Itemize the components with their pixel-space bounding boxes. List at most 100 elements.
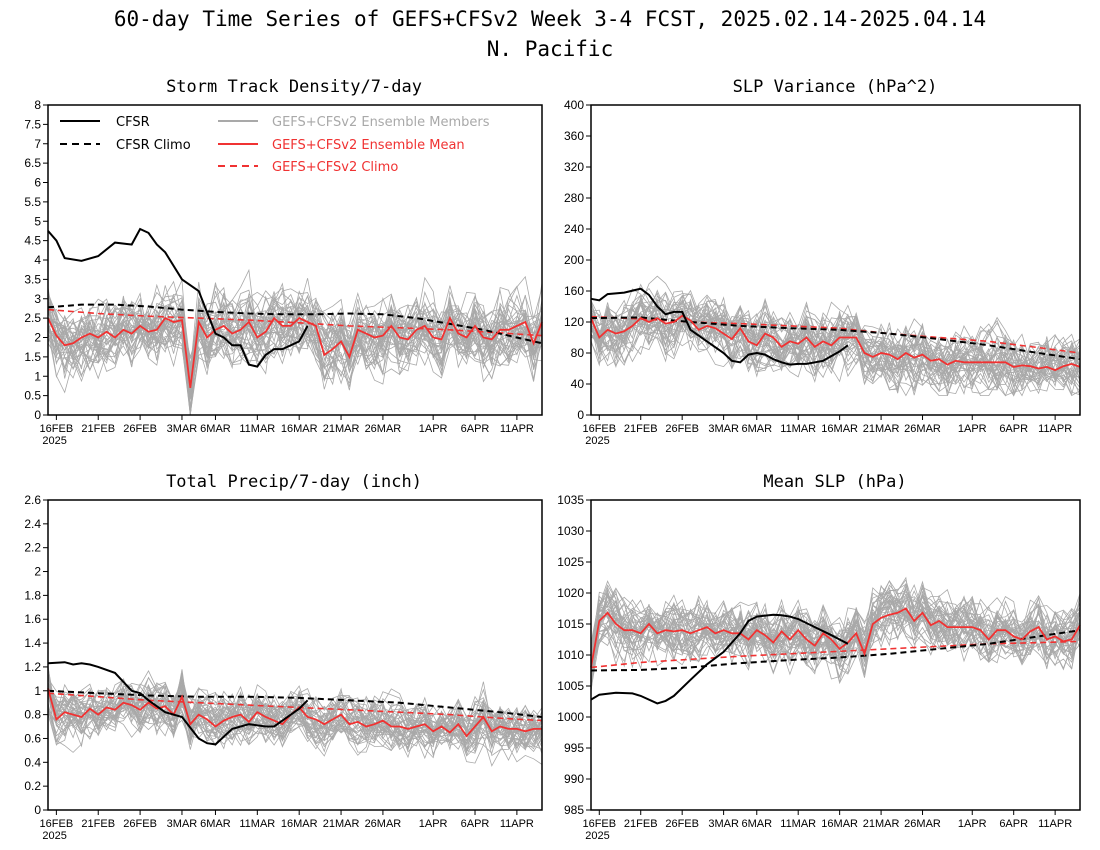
y-tick-label: 1.6 [24, 612, 41, 626]
y-tick-label: 3 [34, 292, 41, 306]
ensemble-member-line [47, 297, 543, 416]
ensemble-member-line [47, 291, 543, 393]
cfsr-climo-line [47, 689, 543, 718]
x-tick-label: 16MAR [281, 818, 318, 830]
x-tick-label: 11MAR [780, 423, 816, 435]
panel-storm-track-density: Storm Track Density/7-day 0 0.5 1 1.5 2 2.5 3 3… [24, 77, 543, 447]
y-tick-label: 1010 [557, 648, 584, 662]
y-tick-label: 160 [564, 284, 584, 298]
y-tick-label: 0.2 [24, 779, 41, 793]
ensemble-member-line [590, 594, 1081, 670]
x-tick-label: 26FEB [123, 423, 157, 435]
y-tick-label: 0.4 [24, 755, 41, 769]
y-tick-label: 6 [34, 176, 41, 190]
x-tick-label: 16FEB [582, 818, 616, 830]
y-tick-label: 80 [571, 346, 585, 360]
y-tick-label: 2.4 [24, 517, 41, 531]
x-tick-label: 26FEB [665, 423, 699, 435]
year-label: 2025 [585, 830, 609, 842]
y-tick-label: 1035 [557, 493, 584, 507]
y-tick-label: 1.5 [24, 350, 41, 364]
y-tick-label: 0.8 [24, 708, 41, 722]
y-tick-label: 360 [564, 129, 584, 143]
cfsr-line [590, 287, 849, 366]
x-tick-label: 26MAR [365, 818, 402, 830]
y-tick-label: 985 [564, 803, 584, 817]
x-tick-label: 26FEB [123, 818, 157, 830]
y-tick-label: 0.5 [24, 389, 41, 403]
x-tick-label: 16FEB [40, 818, 74, 830]
x-tick-label: 6MAR [741, 423, 772, 435]
x-tick-label: 6MAR [200, 818, 231, 830]
ensemble-member-line [590, 301, 1081, 392]
x-tick-label: 6APR [999, 423, 1028, 435]
panel-title: Storm Track Density/7-day [166, 77, 422, 97]
legend-label-cfsr: CFSR [116, 115, 150, 130]
x-tick-label: 3MAR [708, 818, 739, 830]
cfsr-line [590, 613, 849, 705]
y-tick-label: 6.5 [24, 156, 41, 170]
year-label: 2025 [585, 435, 609, 447]
cfsr-climo-line [47, 303, 543, 345]
x-tick-label: 21MAR [863, 818, 900, 830]
ensemble-member-line [47, 675, 543, 747]
y-tick-label: 1005 [557, 679, 584, 693]
ensemble-climo-line [47, 308, 543, 337]
ensemble-mean-line [590, 607, 1081, 668]
panel-total-precip: Total Precip/7-day (inch) 0 0.2 0.4 0.6 0.8 1… [24, 472, 543, 842]
cfsr-line [47, 661, 309, 746]
ensemble-member-line [590, 313, 1081, 397]
x-tick-label: 6APR [461, 818, 490, 830]
y-tick-label: 1 [34, 369, 41, 383]
y-tick-label: 0 [577, 408, 584, 422]
x-tick-label: 21FEB [81, 818, 115, 830]
x-tick-label: 21MAR [323, 818, 360, 830]
year-label: 2025 [42, 830, 66, 842]
x-tick-label: 16MAR [281, 423, 318, 435]
legend: CFSR CFSR Climo GEFS+CFSv2 Ensemble Memb… [60, 115, 490, 175]
x-tick-label: 3MAR [167, 818, 198, 830]
x-tick-label: 3MAR [167, 423, 198, 435]
y-tick-label: 1 [34, 684, 41, 698]
y-tick-label: 2.2 [24, 541, 41, 555]
y-tick-label: 1030 [557, 524, 584, 538]
ensemble-member-line [590, 582, 1081, 682]
ensemble-member-line [590, 298, 1081, 394]
x-tick-label: 21FEB [624, 423, 658, 435]
y-tick-label: 1.4 [24, 636, 41, 650]
x-tick-label: 11APR [1038, 818, 1072, 830]
x-tick-label: 21MAR [863, 423, 900, 435]
y-tick-label: 4 [34, 253, 41, 267]
ensemble-member-line [590, 296, 1081, 397]
y-tick-label: 5.5 [24, 195, 41, 209]
panel-mean-slp: Mean SLP (hPa) 985 990 995 1000 1005 1010 1015… [557, 472, 1081, 842]
legend-label-cfsr-climo: CFSR Climo [116, 138, 191, 153]
ensemble-member-line [590, 288, 1081, 395]
x-tick-label: 6MAR [741, 818, 772, 830]
x-tick-label: 21FEB [624, 818, 658, 830]
y-tick-label: 1020 [557, 586, 584, 600]
ensemble-member-line [590, 310, 1081, 397]
y-tick-label: 320 [564, 160, 584, 174]
ensemble-member-line [47, 302, 543, 416]
ensemble-member-line [590, 584, 1081, 691]
ensemble-climo-line [590, 640, 1081, 669]
y-tick-label: 2 [34, 331, 41, 345]
y-tick-label: 2 [34, 565, 41, 579]
x-tick-label: 26FEB [665, 818, 699, 830]
ensemble-member-line [590, 584, 1081, 669]
y-tick-label: 1000 [557, 710, 584, 724]
ensemble-member-line [590, 307, 1081, 394]
panel-title: Total Precip/7-day (inch) [166, 472, 422, 492]
y-tick-label: 1.2 [24, 660, 41, 674]
ensemble-member-line [47, 676, 543, 750]
ensemble-member-line [590, 296, 1081, 386]
y-tick-label: 990 [564, 772, 584, 786]
cfsr-line [47, 227, 309, 368]
x-tick-label: 6MAR [200, 423, 231, 435]
x-tick-label: 11APR [500, 423, 534, 435]
y-tick-label: 200 [564, 253, 584, 267]
x-tick-label: 26MAR [365, 423, 402, 435]
y-tick-label: 240 [564, 222, 584, 236]
